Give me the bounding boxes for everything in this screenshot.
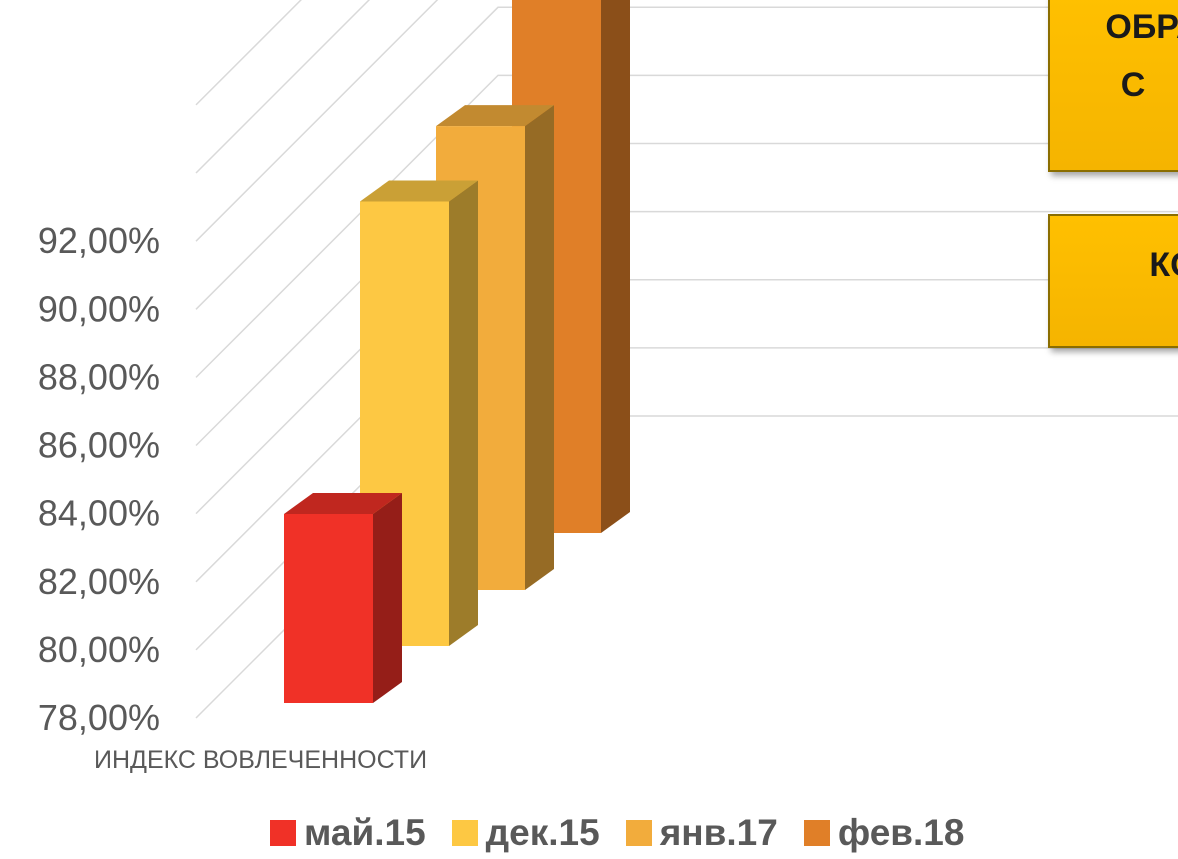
legend-item-may15: май.15	[270, 812, 426, 854]
y-tick-label: 90,00%	[38, 288, 160, 329]
bar-side	[601, 0, 630, 533]
y-tick-label: 78,00%	[38, 697, 160, 738]
gridline	[195, 142, 1178, 447]
gridline	[195, 74, 1178, 378]
y-tick-label: 86,00%	[38, 425, 160, 466]
gridline	[195, 210, 1178, 515]
gridline	[195, 0, 302, 106]
legend-swatch	[270, 820, 296, 846]
legend-swatch	[803, 820, 830, 846]
y-tick-label: 82,00%	[38, 561, 160, 602]
legend-label: май.15	[304, 812, 426, 853]
bar-side	[373, 492, 402, 703]
y-tick-label: 84,00%	[38, 493, 160, 534]
gridline	[195, 6, 1178, 310]
callout-box-1: ОБРА С	[1048, 0, 1178, 172]
bar-side	[449, 180, 478, 646]
y-tick-label: 80,00%	[38, 629, 160, 670]
bar-top	[284, 492, 402, 514]
gridline	[195, 0, 371, 174]
y-tick-label: 92,00%	[38, 220, 160, 261]
legend-swatch	[625, 820, 652, 846]
bar-top	[360, 180, 478, 202]
x-category-label: ИНДЕКС ВОВЛЕЧЕННОСТИ	[94, 746, 427, 774]
bars	[284, 0, 630, 703]
bar-side	[525, 105, 554, 591]
bar-top	[436, 105, 554, 127]
legend-item-feb18: фев.18	[803, 812, 965, 854]
gridline	[195, 0, 439, 242]
legend: май.15 дек.15 янв.17 фев.18	[270, 808, 964, 858]
y-axis-ticks: 78,00% 80,00% 82,00% 84,00% 86,00% 88,00% 90,0…	[38, 220, 160, 738]
legend-item-dec15: дек.15	[451, 812, 600, 854]
legend-swatch	[451, 820, 478, 846]
y-tick-label: 88,00%	[38, 356, 160, 397]
legend-label: янв.17	[659, 812, 778, 853]
legend-label: фев.18	[837, 812, 965, 853]
callout-box-2: КО	[1048, 214, 1178, 348]
bar-front	[284, 514, 373, 703]
legend-item-jan17: янв.17	[625, 812, 778, 854]
bar-0	[284, 492, 402, 703]
legend-label: дек.15	[485, 812, 600, 853]
